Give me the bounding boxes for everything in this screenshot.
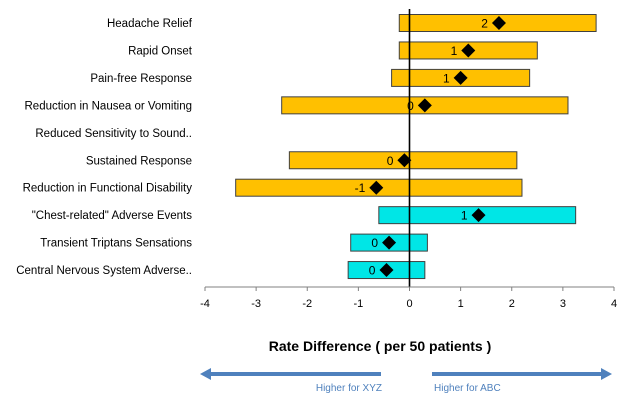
x-axis-label: Rate Difference ( per 50 patients ) (269, 338, 492, 354)
category-label: Transient Triptans Sensations (40, 238, 192, 250)
point-estimate-marker (397, 153, 412, 168)
category-label: Reduction in Functional Disability (23, 183, 193, 195)
x-tick-label: 4 (611, 298, 617, 310)
value-label: -1 (355, 181, 366, 195)
direction-arrows: Higher for XYZ Higher for ABC (200, 368, 612, 394)
point-markers (369, 16, 506, 278)
category-label: Headache Relief (107, 18, 193, 30)
x-tick-label: -3 (251, 298, 261, 310)
category-label: Pain-free Response (90, 73, 192, 85)
category-label: Reduction in Nausea or Vomiting (25, 100, 193, 112)
x-tick-label: -4 (200, 298, 210, 310)
x-tick-label: 0 (406, 298, 412, 310)
point-estimate-marker (471, 208, 486, 223)
interval-bars (235, 14, 597, 280)
x-tick-label: -1 (353, 298, 363, 310)
category-label: "Chest-related" Adverse Events (32, 210, 193, 222)
value-label: 0 (369, 264, 376, 278)
value-label: 0 (387, 154, 394, 168)
value-label: 0 (407, 99, 414, 113)
point-estimate-marker (461, 43, 476, 58)
x-tick-labels: -4 -3 -2 -1 0 1 2 3 4 (200, 287, 617, 310)
category-label: Central Nervous System Adverse.. (16, 265, 192, 277)
left-arrow-label: Higher for XYZ (316, 383, 382, 394)
value-label: 1 (461, 209, 468, 223)
point-estimate-marker (453, 70, 468, 85)
axes (205, 9, 614, 288)
left-arrow (200, 368, 381, 380)
x-tick-label: 1 (458, 298, 464, 310)
category-labels: Headache Relief Rapid Onset Pain-free Resp… (16, 18, 193, 277)
category-label: Reduced Sensitivity to Sound.. (35, 128, 192, 140)
value-label: 1 (443, 71, 450, 85)
right-arrow (432, 368, 612, 380)
x-tick-label: 2 (509, 298, 515, 310)
point-estimate-marker (417, 98, 432, 113)
point-estimate-marker (491, 16, 506, 30)
value-label: 1 (451, 44, 458, 58)
value-label: 2 (481, 17, 488, 31)
point-estimate-marker (369, 180, 384, 195)
point-estimate-marker (382, 235, 397, 250)
right-arrow-label: Higher for ABC (434, 383, 501, 394)
point-estimate-marker (379, 263, 394, 278)
x-tick-label: -2 (302, 298, 312, 310)
value-label: 0 (371, 236, 378, 250)
category-label: Sustained Response (86, 155, 192, 167)
x-tick-label: 3 (560, 298, 566, 310)
category-label: Rapid Onset (128, 45, 193, 57)
